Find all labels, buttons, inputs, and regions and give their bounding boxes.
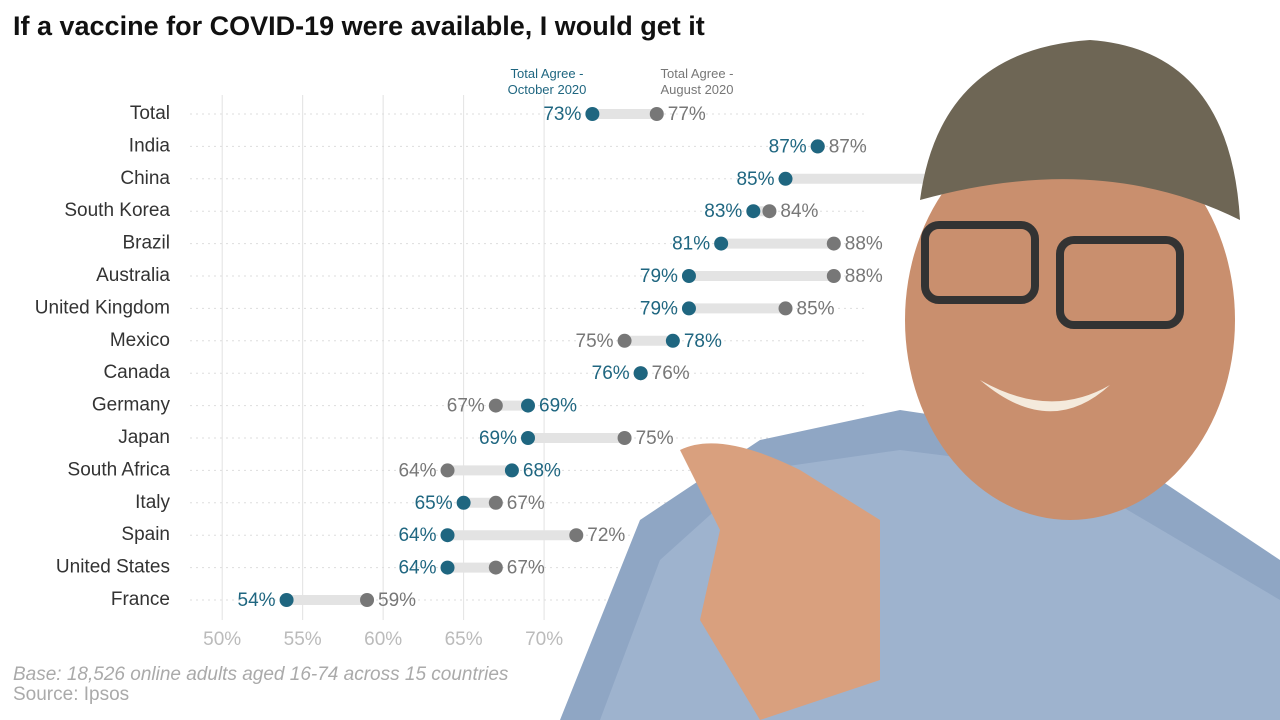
value-label: 64%: [398, 525, 436, 546]
y-tick-label: India: [129, 135, 171, 156]
dot-0: [681, 269, 696, 283]
value-label: 77%: [668, 104, 706, 125]
value-label: 88%: [845, 266, 883, 287]
value-label: 54%: [238, 590, 276, 611]
x-tick-label: 55%: [284, 629, 322, 650]
dot-0: [279, 593, 294, 607]
hand: [680, 443, 880, 720]
value-label: 64%: [398, 460, 436, 481]
value-label: 69%: [479, 428, 517, 449]
source: Source: Ipsos: [13, 684, 129, 705]
cap: [920, 40, 1240, 220]
y-tick-label: Germany: [92, 395, 171, 416]
dot-0: [440, 528, 455, 543]
value-label: 67%: [507, 493, 545, 514]
y-tick-label: Mexico: [110, 330, 170, 351]
dot-1: [569, 528, 584, 543]
value-label: 88%: [845, 234, 883, 255]
x-tick-label: 70%: [525, 629, 563, 650]
dot-0: [810, 139, 825, 154]
value-label: 79%: [640, 266, 678, 287]
legend-october: Total Agree - October 2020: [507, 66, 587, 97]
y-tick-label: Japan: [118, 427, 170, 448]
dot-0: [633, 366, 648, 381]
dot-0: [746, 204, 761, 219]
dot-1: [617, 431, 632, 445]
dot-1: [826, 269, 841, 283]
presenter-photo: [560, 40, 1280, 720]
dot-0: [456, 495, 471, 510]
glasses-left: [921, 221, 1039, 304]
dot-1: [762, 204, 777, 219]
dot-1: [360, 593, 375, 607]
x-tick-label: 60%: [364, 629, 402, 650]
dot-0: [665, 333, 680, 348]
chart-title: If a vaccine for COVID-19 were available…: [13, 11, 705, 41]
footnote: Base: 18,526 online adults aged 16-74 ac…: [13, 664, 509, 685]
dot-1: [649, 107, 664, 121]
dot-0: [681, 301, 696, 316]
value-label: 76%: [592, 363, 630, 384]
face: [905, 120, 1235, 520]
y-tick-label: United States: [56, 557, 170, 578]
y-tick-label: Italy: [135, 492, 170, 513]
dot-1: [617, 333, 632, 348]
value-label: 72%: [587, 525, 625, 546]
glasses-right: [1056, 236, 1184, 329]
value-label: 76%: [652, 363, 690, 384]
dot-0: [778, 171, 793, 186]
dot-0: [585, 107, 600, 121]
plot: If a vaccine for COVID-19 were available…: [13, 11, 986, 705]
dot-0: [714, 236, 729, 251]
dot-0: [521, 398, 535, 413]
value-label: 73%: [543, 104, 581, 125]
x-tick-label: 65%: [445, 629, 483, 650]
y-tick-label: Total: [130, 103, 170, 124]
value-label: 69%: [539, 396, 577, 417]
dot-1: [488, 495, 503, 510]
dot-0: [504, 463, 519, 478]
smile: [980, 380, 1110, 412]
dot-1: [488, 560, 503, 575]
y-tick-label: Spain: [121, 524, 170, 545]
y-tick-label: France: [111, 589, 170, 610]
value-label: 75%: [576, 331, 614, 352]
dot-1: [488, 398, 503, 413]
value-label: 68%: [523, 460, 561, 481]
value-label: 78%: [684, 331, 722, 352]
value-label: 81%: [672, 234, 710, 255]
y-tick-label: South Africa: [68, 459, 171, 480]
value-label: 64%: [398, 558, 436, 579]
y-tick-label: South Korea: [64, 200, 170, 221]
dot-1: [778, 301, 793, 316]
value-label: 85%: [736, 169, 774, 190]
value-label: 75%: [636, 428, 674, 449]
y-tick-label: United Kingdom: [35, 297, 170, 318]
value-label: 59%: [378, 590, 416, 611]
x-tick-label: 50%: [203, 629, 241, 650]
value-label: 87%: [829, 136, 867, 157]
value-label: 85%: [797, 298, 835, 319]
dot-1: [826, 236, 841, 251]
value-label: 67%: [507, 558, 545, 579]
value-label: 84%: [780, 201, 818, 222]
y-tick-label: Brazil: [122, 233, 170, 254]
y-tick-label: Canada: [103, 362, 170, 383]
dot-1: [440, 463, 455, 478]
value-label: 83%: [704, 201, 742, 222]
legend-august: Total Agree - August 2020: [660, 66, 734, 97]
value-label: 65%: [415, 493, 453, 514]
value-label: 79%: [640, 298, 678, 319]
value-label: 87%: [769, 136, 807, 157]
y-tick-label: Australia: [96, 265, 170, 286]
dot-0: [521, 431, 535, 445]
y-tick-label: China: [120, 168, 170, 189]
dot-0: [440, 560, 455, 575]
value-label: 67%: [447, 396, 485, 417]
